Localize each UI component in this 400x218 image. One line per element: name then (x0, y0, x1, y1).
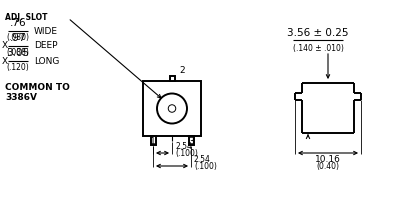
Circle shape (157, 94, 187, 124)
Text: LONG: LONG (34, 56, 59, 65)
Text: 3.05: 3.05 (6, 48, 30, 58)
Text: (.100): (.100) (194, 162, 217, 171)
Text: .76: .76 (10, 18, 26, 28)
Text: X: X (2, 56, 8, 65)
Text: DEEP: DEEP (34, 41, 58, 51)
Text: (.038): (.038) (6, 48, 30, 57)
Text: (.030): (.030) (6, 33, 30, 42)
Bar (143, 81, 201, 136)
Circle shape (168, 105, 176, 112)
Text: (.120): (.120) (7, 63, 29, 72)
Bar (150, 136, 156, 145)
Text: WIDE: WIDE (34, 27, 58, 36)
Text: 3.56 ± 0.25: 3.56 ± 0.25 (287, 28, 349, 38)
Text: ADJ. SLOT: ADJ. SLOT (5, 14, 48, 22)
Bar (170, 76, 174, 81)
Text: COMMON TO: COMMON TO (5, 83, 70, 92)
Text: 1: 1 (150, 137, 156, 146)
Bar (188, 136, 194, 145)
Text: 3386V: 3386V (5, 94, 37, 102)
Text: (.140 ± .010): (.140 ± .010) (292, 44, 344, 53)
Text: (.100): (.100) (175, 149, 198, 158)
Text: X: X (2, 41, 8, 51)
Text: 2: 2 (179, 66, 185, 75)
Text: (0.40): (0.40) (316, 162, 340, 171)
Text: 10.16: 10.16 (315, 155, 341, 164)
Text: 3: 3 (188, 137, 194, 146)
Text: 2.54: 2.54 (194, 155, 211, 164)
Text: .97: .97 (10, 33, 26, 43)
Text: 2.54: 2.54 (175, 142, 192, 151)
